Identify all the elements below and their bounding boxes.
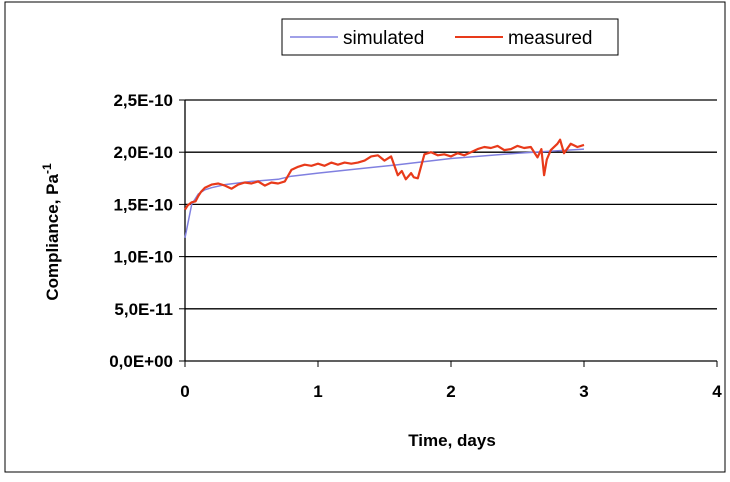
series-line-measured: [184, 138, 585, 211]
y-tick-labels: 0,0E+00 5,0E-11 1,0E-10 1,5E-10 2,0E-10 2,5E-…: [109, 91, 173, 371]
x-tick-label: 2: [446, 382, 455, 401]
y-axis-title: Compliance, Pa-1: [40, 163, 62, 301]
x-tick-label: 0: [180, 382, 189, 401]
series-lines: [184, 138, 585, 238]
y-tick-label: 2,0E-10: [113, 143, 173, 162]
y-axis-title-superscript: -1: [40, 163, 54, 174]
axes: [179, 99, 718, 367]
legend: simulated measured: [281, 18, 619, 56]
x-tick-labels: 0 1 2 3 4: [180, 382, 722, 401]
legend-label-simulated: simulated: [343, 28, 424, 49]
x-tick-label: 1: [313, 382, 322, 401]
x-tick-label: 3: [579, 382, 588, 401]
grid-lines: [185, 99, 717, 310]
y-tick-label: 2,5E-10: [113, 91, 173, 110]
y-tick-label: 5,0E-11: [114, 300, 173, 319]
y-tick-label: 0,0E+00: [109, 352, 173, 371]
y-axis-title-text: Compliance, Pa: [43, 174, 62, 301]
x-axis-title: Time, days: [408, 431, 496, 450]
chart-frame: [4, 1, 726, 473]
y-tick-label: 1,5E-10: [113, 195, 173, 214]
legend-label-measured: measured: [508, 28, 593, 49]
x-tick-label: 4: [712, 382, 722, 401]
y-tick-label: 1,0E-10: [113, 248, 173, 267]
